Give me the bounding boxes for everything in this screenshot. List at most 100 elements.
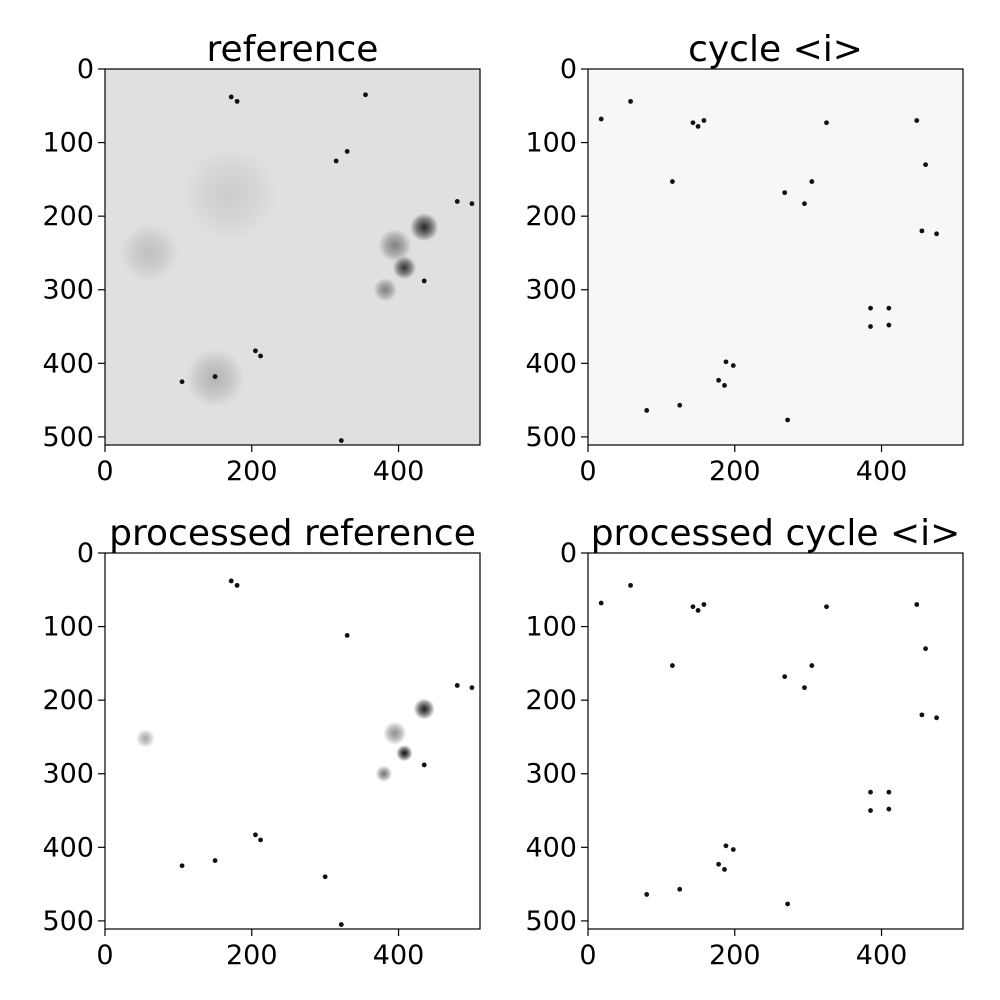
panel-processed-reference-spot (228, 578, 234, 584)
panel-cycle-spot (598, 116, 604, 122)
panel-processed-reference-spot (421, 762, 427, 768)
panel-cycle: 0 200 400 0 100 200 300 400 500 cycle <i> (525, 29, 964, 487)
panel-processed-reference-y-tick-label: 300 (42, 759, 94, 790)
panel-processed-cycle-spot (677, 886, 683, 892)
panel-reference-y-tick-label: 300 (42, 275, 94, 306)
panel-cycle-spot (722, 382, 727, 388)
panel-processed-cycle-spot (802, 685, 807, 691)
panel-cycle-x-tick-label: 200 (709, 456, 761, 487)
panel-processed-reference: 0 200 400 0 100 200 300 400 500 processed referen… (42, 513, 481, 971)
panel-processed-reference-x-tick-label: 200 (226, 940, 278, 971)
panel-cycle-spot (695, 123, 701, 129)
panel-processed-cycle-spot (690, 604, 696, 610)
panel-cycle-y-tick-label: 500 (525, 422, 577, 453)
panel-processed-cycle-spot (923, 646, 928, 652)
panel-processed-reference-y-tick-label: 500 (42, 906, 94, 937)
panel-processed-reference-x-tick-label: 400 (373, 940, 425, 971)
panel-cycle-image (598, 98, 939, 423)
panel-processed-cycle-title: processed cycle <i> (591, 513, 961, 554)
panel-processed-reference-frame (104, 552, 481, 930)
panel-processed-reference-blob (413, 698, 435, 720)
panel-reference-spot (469, 201, 475, 207)
panel-processed-cycle-y-tick-label: 0 (560, 538, 577, 569)
panel-cycle-spot (716, 377, 722, 383)
panel-processed-reference-spot (258, 837, 263, 843)
panel-reference-y-tick-label: 100 (42, 128, 94, 159)
panel-processed-cycle-spot (782, 674, 788, 680)
panel-cycle-y-tick-label: 0 (560, 54, 577, 85)
panel-processed-reference-spot (322, 874, 328, 880)
panel-processed-reference-spot (234, 582, 240, 588)
panel-processed-cycle-spot (722, 866, 727, 872)
panel-processed-cycle-y-tick-label: 200 (525, 685, 577, 716)
panel-processed-reference-spot (253, 832, 258, 838)
panel-processed-cycle-y-tick-label: 400 (525, 832, 577, 863)
panel-cycle-x-tick-label: 0 (579, 456, 596, 487)
panel-reference-image (119, 92, 475, 443)
panel-processed-reference-title: processed reference (109, 513, 476, 554)
panel-processed-reference-blob (396, 744, 413, 762)
panel-processed-reference-spot (338, 922, 344, 927)
panel-cycle-frame (587, 68, 964, 446)
panel-reference-spot (363, 92, 368, 98)
panel-processed-cycle-spot (934, 715, 939, 721)
panel-cycle-spot (868, 324, 873, 329)
panel-reference-blob (373, 278, 398, 302)
panel-processed-reference-blob (383, 721, 407, 746)
panel-cycle-spot (919, 228, 925, 234)
panel-processed-cycle-spot (886, 789, 892, 795)
panel-processed-reference-spot (344, 633, 350, 638)
panel-processed-reference-spot (179, 863, 185, 869)
panel-reference-spot (258, 353, 263, 359)
panel-processed-cycle-spot (785, 901, 791, 907)
panel-reference-spot (344, 149, 350, 154)
panel-reference-spot (454, 199, 460, 204)
panel-processed-cycle-spot (628, 582, 633, 588)
panel-reference-blob (182, 147, 277, 242)
panel-cycle-spot (886, 305, 892, 311)
panel-processed-cycle-x-tick-label: 200 (709, 940, 761, 971)
panel-cycle-x-tick-label: 400 (856, 456, 908, 487)
panel-cycle-spot (669, 179, 675, 184)
panel-reference-y-tick-label: 200 (42, 201, 94, 232)
panel-processed-reference-y-tick-label: 200 (42, 685, 94, 716)
panel-cycle-spot (934, 231, 939, 237)
panel-reference-spot (228, 94, 234, 100)
panel-reference-frame (104, 68, 481, 446)
panel-cycle-spot (923, 162, 928, 168)
panel-cycle-spot (809, 179, 815, 184)
panel-processed-reference-y-tick-label: 100 (42, 612, 94, 643)
panel-processed-cycle-spot (723, 843, 729, 849)
panel-cycle-spot (677, 402, 683, 408)
panel-cycle-title: cycle <i> (688, 29, 863, 70)
panel-processed-cycle-frame (587, 552, 964, 930)
panel-processed-cycle-y-tick-label: 500 (525, 906, 577, 937)
panel-processed-cycle: 0 200 400 0 100 200 300 400 500 processed cycle <… (525, 513, 964, 971)
panel-reference-spot (179, 379, 185, 385)
panel-cycle-spot (868, 305, 873, 311)
panel-processed-cycle-spot (886, 806, 892, 812)
panel-reference-y-tick-label: 400 (42, 348, 94, 379)
panel-cycle-spot (914, 118, 920, 123)
panel-cycle-spot (824, 120, 829, 126)
panel-processed-reference-spot (469, 685, 475, 691)
panel-reference-spot (421, 278, 427, 284)
panel-processed-cycle-y-tick-label: 100 (525, 612, 577, 643)
panel-cycle-y-tick-label: 300 (525, 275, 577, 306)
panel-reference: 0 200 400 0 100 200 300 400 500 reference (42, 29, 481, 487)
panel-processed-reference-blob (375, 765, 393, 782)
panel-reference-x-tick-label: 0 (96, 456, 113, 487)
panel-processed-reference-spot (454, 683, 460, 688)
panel-cycle-spot (701, 118, 707, 123)
panel-reference-spot (333, 158, 339, 164)
panel-processed-cycle-spot (824, 604, 829, 610)
panel-reference-blob (410, 213, 439, 242)
panel-processed-cycle-spot (919, 712, 925, 718)
panel-reference-spot (253, 348, 258, 354)
panel-cycle-spot (785, 417, 791, 423)
panel-processed-cycle-x-tick-label: 0 (579, 940, 596, 971)
panel-cycle-y-tick-label: 200 (525, 201, 577, 232)
panel-reference-blob (119, 223, 179, 283)
panel-processed-cycle-spot (868, 789, 873, 795)
panel-processed-reference-y-tick-label: 400 (42, 832, 94, 863)
